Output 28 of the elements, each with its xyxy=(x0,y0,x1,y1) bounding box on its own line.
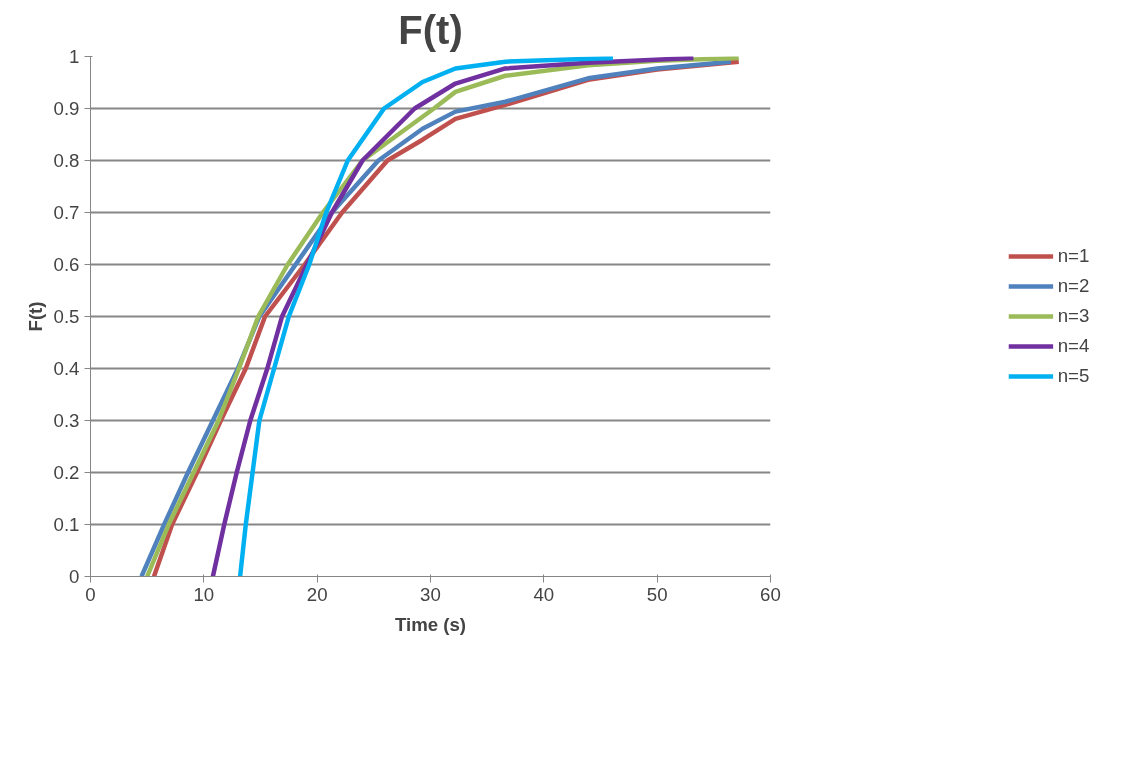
y-tick-label: 0.8 xyxy=(53,150,80,171)
x-tick-label: 30 xyxy=(420,583,441,605)
y-tick-label: 1 xyxy=(69,46,80,67)
y-tick-label: 0.9 xyxy=(53,98,80,119)
y-tick-label: 0.6 xyxy=(53,254,80,275)
y-tick-label: 0.4 xyxy=(53,358,80,379)
y-tick-label: 0.7 xyxy=(53,202,80,223)
x-tick-label: 50 xyxy=(646,583,668,605)
x-tick-label: 20 xyxy=(306,583,328,605)
x-tick-label: 10 xyxy=(193,583,215,605)
y-tick-label: 0 xyxy=(69,566,80,587)
legend-label: n=4 xyxy=(1057,335,1090,357)
y-tick-label: 0.2 xyxy=(53,462,80,483)
x-tick-label: 60 xyxy=(760,583,781,605)
line-series xyxy=(210,56,696,577)
x-tick-label: 40 xyxy=(533,583,555,605)
legend-label: n=5 xyxy=(1057,365,1090,387)
x-axis-title: Time (s) xyxy=(394,613,467,635)
legend-label: n=1 xyxy=(1057,245,1090,267)
legend-label: n=3 xyxy=(1057,305,1090,327)
legend-label: n=2 xyxy=(1057,275,1090,297)
line-series xyxy=(237,56,616,577)
x-tick-label: 0 xyxy=(85,583,96,605)
y-tick-label: 0.5 xyxy=(53,306,80,327)
y-tick-label: 0.1 xyxy=(53,514,80,535)
y-axis-title: F(t) xyxy=(24,301,46,332)
chart-title: F(t) xyxy=(398,7,463,52)
y-tick-label: 0.3 xyxy=(53,410,80,431)
